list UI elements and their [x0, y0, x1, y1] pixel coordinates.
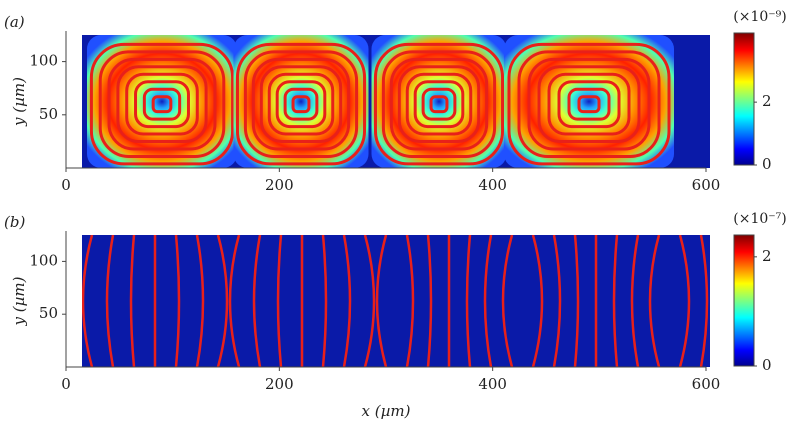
streamline: [283, 87, 319, 121]
streamline: [291, 95, 311, 114]
y-tick-label: 100: [29, 251, 58, 269]
streamline: [397, 65, 481, 144]
colorbar-label: (×10⁻⁷): [733, 211, 786, 227]
streamline: [252, 235, 262, 367]
colorbar-tick-label: 2: [762, 92, 772, 110]
y-tick-label: 100: [29, 52, 58, 70]
streamline: [142, 87, 182, 121]
streamline: [552, 235, 562, 367]
y-axis-label: y (µm): [10, 276, 28, 326]
streamline: [82, 235, 94, 367]
streamline: [228, 235, 241, 367]
streamline: [389, 57, 489, 151]
colorbar: [733, 32, 755, 166]
streamline: [405, 72, 473, 136]
colorbar-tick-label: 0: [762, 155, 772, 173]
y-axis-label: y (µm): [10, 77, 28, 127]
streamline: [405, 235, 415, 367]
x-tick-label: 400: [478, 375, 507, 393]
field: [82, 35, 710, 168]
streamline: [699, 235, 709, 367]
streamline: [107, 57, 217, 151]
colorbar-tick-label: 0: [762, 356, 772, 374]
streamline: [678, 235, 691, 367]
x-tick-label: 200: [265, 176, 294, 194]
streamline: [129, 235, 136, 367]
streamline: [381, 50, 497, 158]
streamline: [174, 235, 181, 367]
colorbar: [733, 234, 755, 367]
streamline: [567, 87, 611, 121]
streamline: [195, 235, 205, 367]
streamline: [363, 235, 376, 367]
streamline: [134, 80, 190, 129]
streamline: [573, 235, 580, 367]
streamline: [373, 42, 505, 166]
y-tick-label: 50: [39, 105, 58, 123]
streamline: [342, 235, 352, 367]
streamline: [243, 50, 359, 158]
x-tick-label: 600: [692, 176, 721, 194]
x-tick-label: 200: [265, 375, 294, 393]
streamline: [216, 235, 229, 367]
streamline: [648, 235, 661, 367]
streamline: [429, 95, 449, 114]
streamline: [501, 235, 514, 367]
streamline: [483, 235, 493, 367]
streamline: [235, 42, 367, 166]
streamline: [98, 50, 226, 158]
y-tick-label: 50: [39, 304, 58, 322]
field: [82, 235, 710, 367]
streamline: [259, 65, 343, 144]
panel-label: (a): [4, 13, 25, 31]
x-tick-label: 0: [61, 176, 71, 194]
vortex-field: [504, 35, 674, 168]
colorbar-label: (×10⁻⁹): [733, 9, 786, 25]
streamline: [465, 235, 472, 367]
streamline: [537, 65, 641, 144]
streamline: [251, 57, 351, 151]
streamline: [89, 42, 235, 166]
streamline: [426, 235, 433, 367]
x-tick-label: 0: [61, 375, 71, 393]
streamline: [577, 95, 601, 114]
streamline: [275, 80, 327, 129]
streamline: [507, 42, 671, 166]
panel-label: (b): [4, 213, 25, 231]
x-tick-label: 600: [692, 375, 721, 393]
streamline: [125, 72, 199, 136]
streamline: [531, 235, 544, 367]
colorbar-tick-label: 2: [762, 247, 772, 265]
streamline: [413, 80, 465, 129]
streamline: [151, 95, 173, 114]
streamline: [321, 235, 328, 367]
streamline: [421, 87, 457, 121]
streamline: [276, 235, 283, 367]
streamline: [375, 235, 388, 367]
streamline: [547, 72, 631, 136]
x-tick-label: 400: [478, 176, 507, 194]
field-background: [82, 235, 710, 367]
streamline: [116, 65, 208, 144]
streamline: [557, 80, 621, 129]
streamline: [612, 235, 619, 367]
streamline: [105, 235, 115, 367]
streamline: [527, 57, 651, 151]
streamline: [517, 50, 661, 158]
streamline: [267, 72, 335, 136]
streamline: [630, 235, 640, 367]
x-axis-label: x (µm): [362, 402, 411, 420]
